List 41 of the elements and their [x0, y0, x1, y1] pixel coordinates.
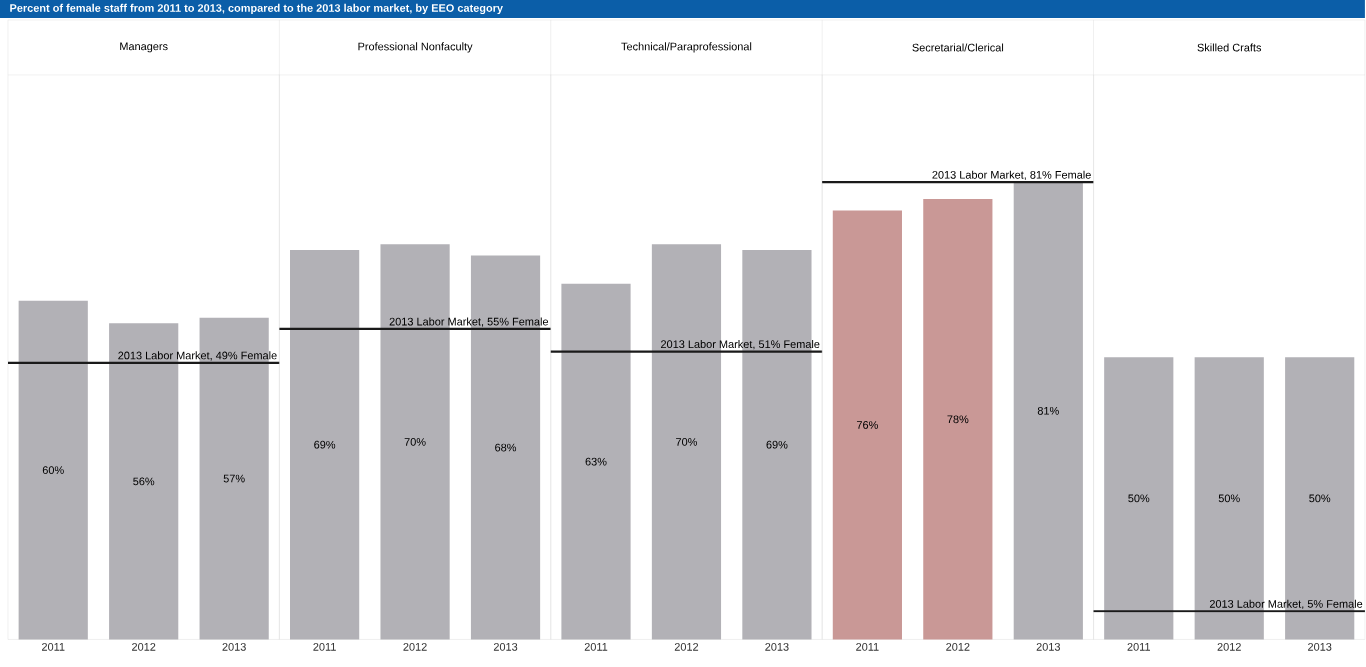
chart-title: Technical/Paraprofessional [621, 42, 752, 53]
x-tick-label: 2011 [313, 642, 336, 651]
x-tick-label: 2012 [1217, 642, 1241, 651]
data-label: 78% [947, 415, 969, 423]
chart-title: Secretarial/Clerical [912, 43, 1004, 52]
x-tick-label: 2012 [946, 642, 970, 651]
x-tick-label: 2012 [403, 642, 427, 651]
ref-line-label: 2013 Labor Market, 51% Female [661, 339, 820, 350]
x-tick-label: 2011 [1127, 642, 1151, 651]
chart-title: Managers [120, 42, 168, 53]
x-tick-label: 2013 [765, 642, 789, 651]
data-label: 76% [856, 420, 878, 429]
ref-line-label: 2013 Labor Market, 5% Female [1209, 599, 1363, 609]
data-label: 50% [1309, 494, 1331, 502]
data-label: 70% [404, 437, 426, 446]
x-tick-label: 2011 [856, 642, 879, 651]
x-tick-label: 2013 [1036, 642, 1060, 651]
data-label: 69% [766, 440, 788, 449]
x-tick-label: 2012 [132, 642, 156, 651]
data-label: 70% [676, 437, 698, 446]
ref-line-label: 2013 Labor Market, 81% Female [932, 170, 1091, 180]
data-label: 50% [1128, 494, 1150, 502]
x-tick-label: 2013 [493, 642, 518, 651]
chart-title: Skilled Crafts [1197, 43, 1262, 52]
x-tick-label: 2011 [584, 642, 608, 651]
data-label: 57% [223, 474, 245, 483]
ref-line-label: 2013 Labor Market, 55% Female [389, 317, 549, 327]
data-label: 69% [314, 440, 336, 449]
data-label: 63% [585, 457, 607, 466]
data-label: 56% [133, 477, 155, 486]
data-label: 50% [1218, 494, 1240, 502]
chart-title: Professional Nonfaculty [358, 42, 473, 53]
text: Percent of female staff from 2011 to 2013, compared to the 2013 labor market, by EEO category [10, 3, 503, 14]
x-tick-label: 2011 [42, 642, 65, 651]
data-label: 60% [42, 466, 64, 474]
x-tick-label: 2012 [674, 642, 699, 651]
data-label: 81% [1037, 406, 1059, 415]
x-tick-label: 2013 [222, 642, 246, 651]
ref-line-label: 2013 Labor Market, 49% Female [118, 351, 277, 361]
x-tick-label: 2013 [1308, 642, 1332, 651]
data-label: 68% [495, 443, 517, 452]
